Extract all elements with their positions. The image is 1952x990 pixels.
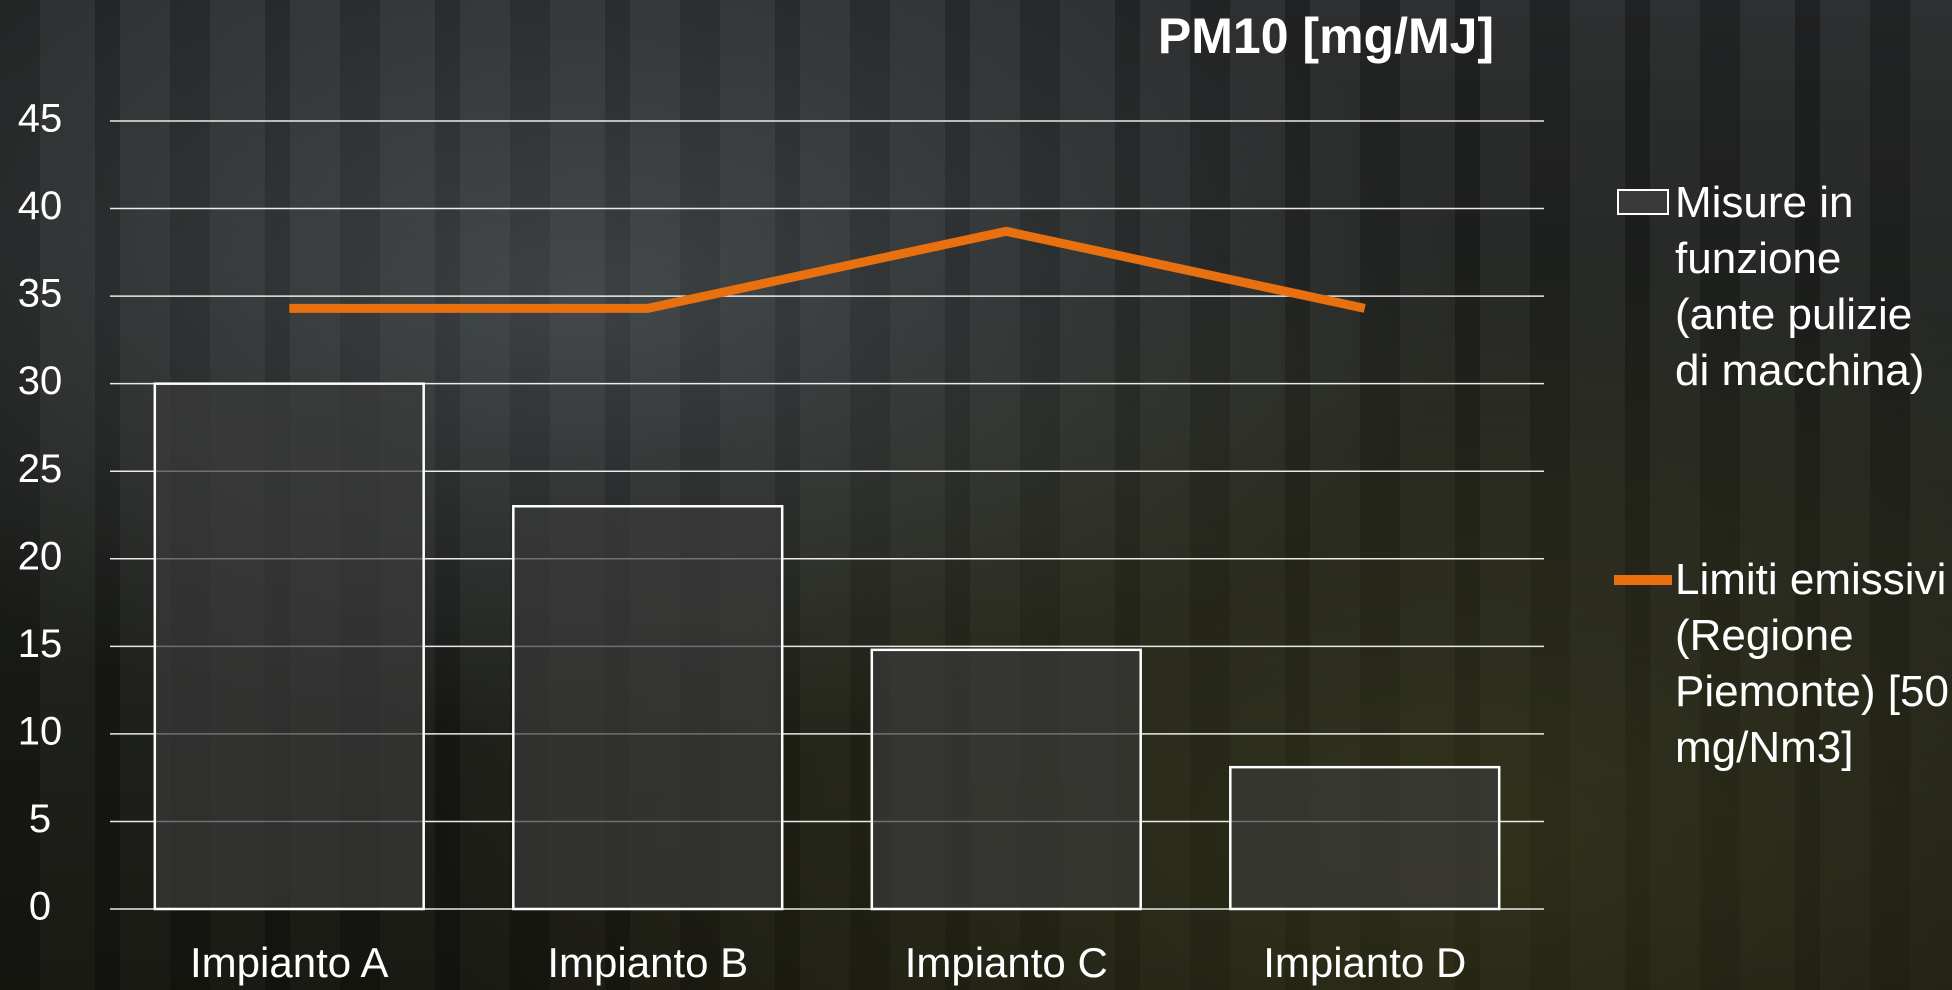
y-tick-label: 35: [18, 272, 63, 316]
bar: [872, 650, 1141, 909]
legend-swatch: [1618, 190, 1668, 214]
x-tick-label: Impianto B: [547, 939, 748, 986]
x-tick-label: Impianto D: [1263, 939, 1466, 986]
bar: [513, 506, 782, 909]
y-tick-label: 10: [18, 709, 63, 753]
y-tick-label: 45: [18, 97, 63, 141]
bar: [155, 384, 424, 909]
y-tick-label: 5: [29, 797, 51, 841]
x-tick-label: Impianto A: [190, 939, 388, 986]
chart: PM10 [mg/MJ] 0 5 10 15 20 25 30 35 40 45 Impianto …: [0, 0, 1952, 990]
legend-label: Limiti emissivi (Regione Piemonte) [50 m…: [1675, 552, 1950, 776]
y-tick-label: 15: [18, 622, 63, 666]
bar: [1230, 767, 1499, 909]
y-tick-label: 25: [18, 447, 63, 491]
legend-label: Misure in funzione (ante pulizie di macc…: [1675, 175, 1950, 399]
page: PM10 [mg/MJ] 0 5 10 15 20 25 30 35 40 45 Impianto …: [0, 0, 1952, 990]
y-tick-label: 40: [18, 184, 63, 228]
y-tick-label: 30: [18, 359, 63, 403]
x-tick-label: Impianto C: [905, 939, 1108, 986]
y-tick-label: 0: [29, 885, 51, 929]
y-tick-label: 20: [18, 534, 63, 578]
chart-title: PM10 [mg/MJ]: [1158, 8, 1494, 64]
